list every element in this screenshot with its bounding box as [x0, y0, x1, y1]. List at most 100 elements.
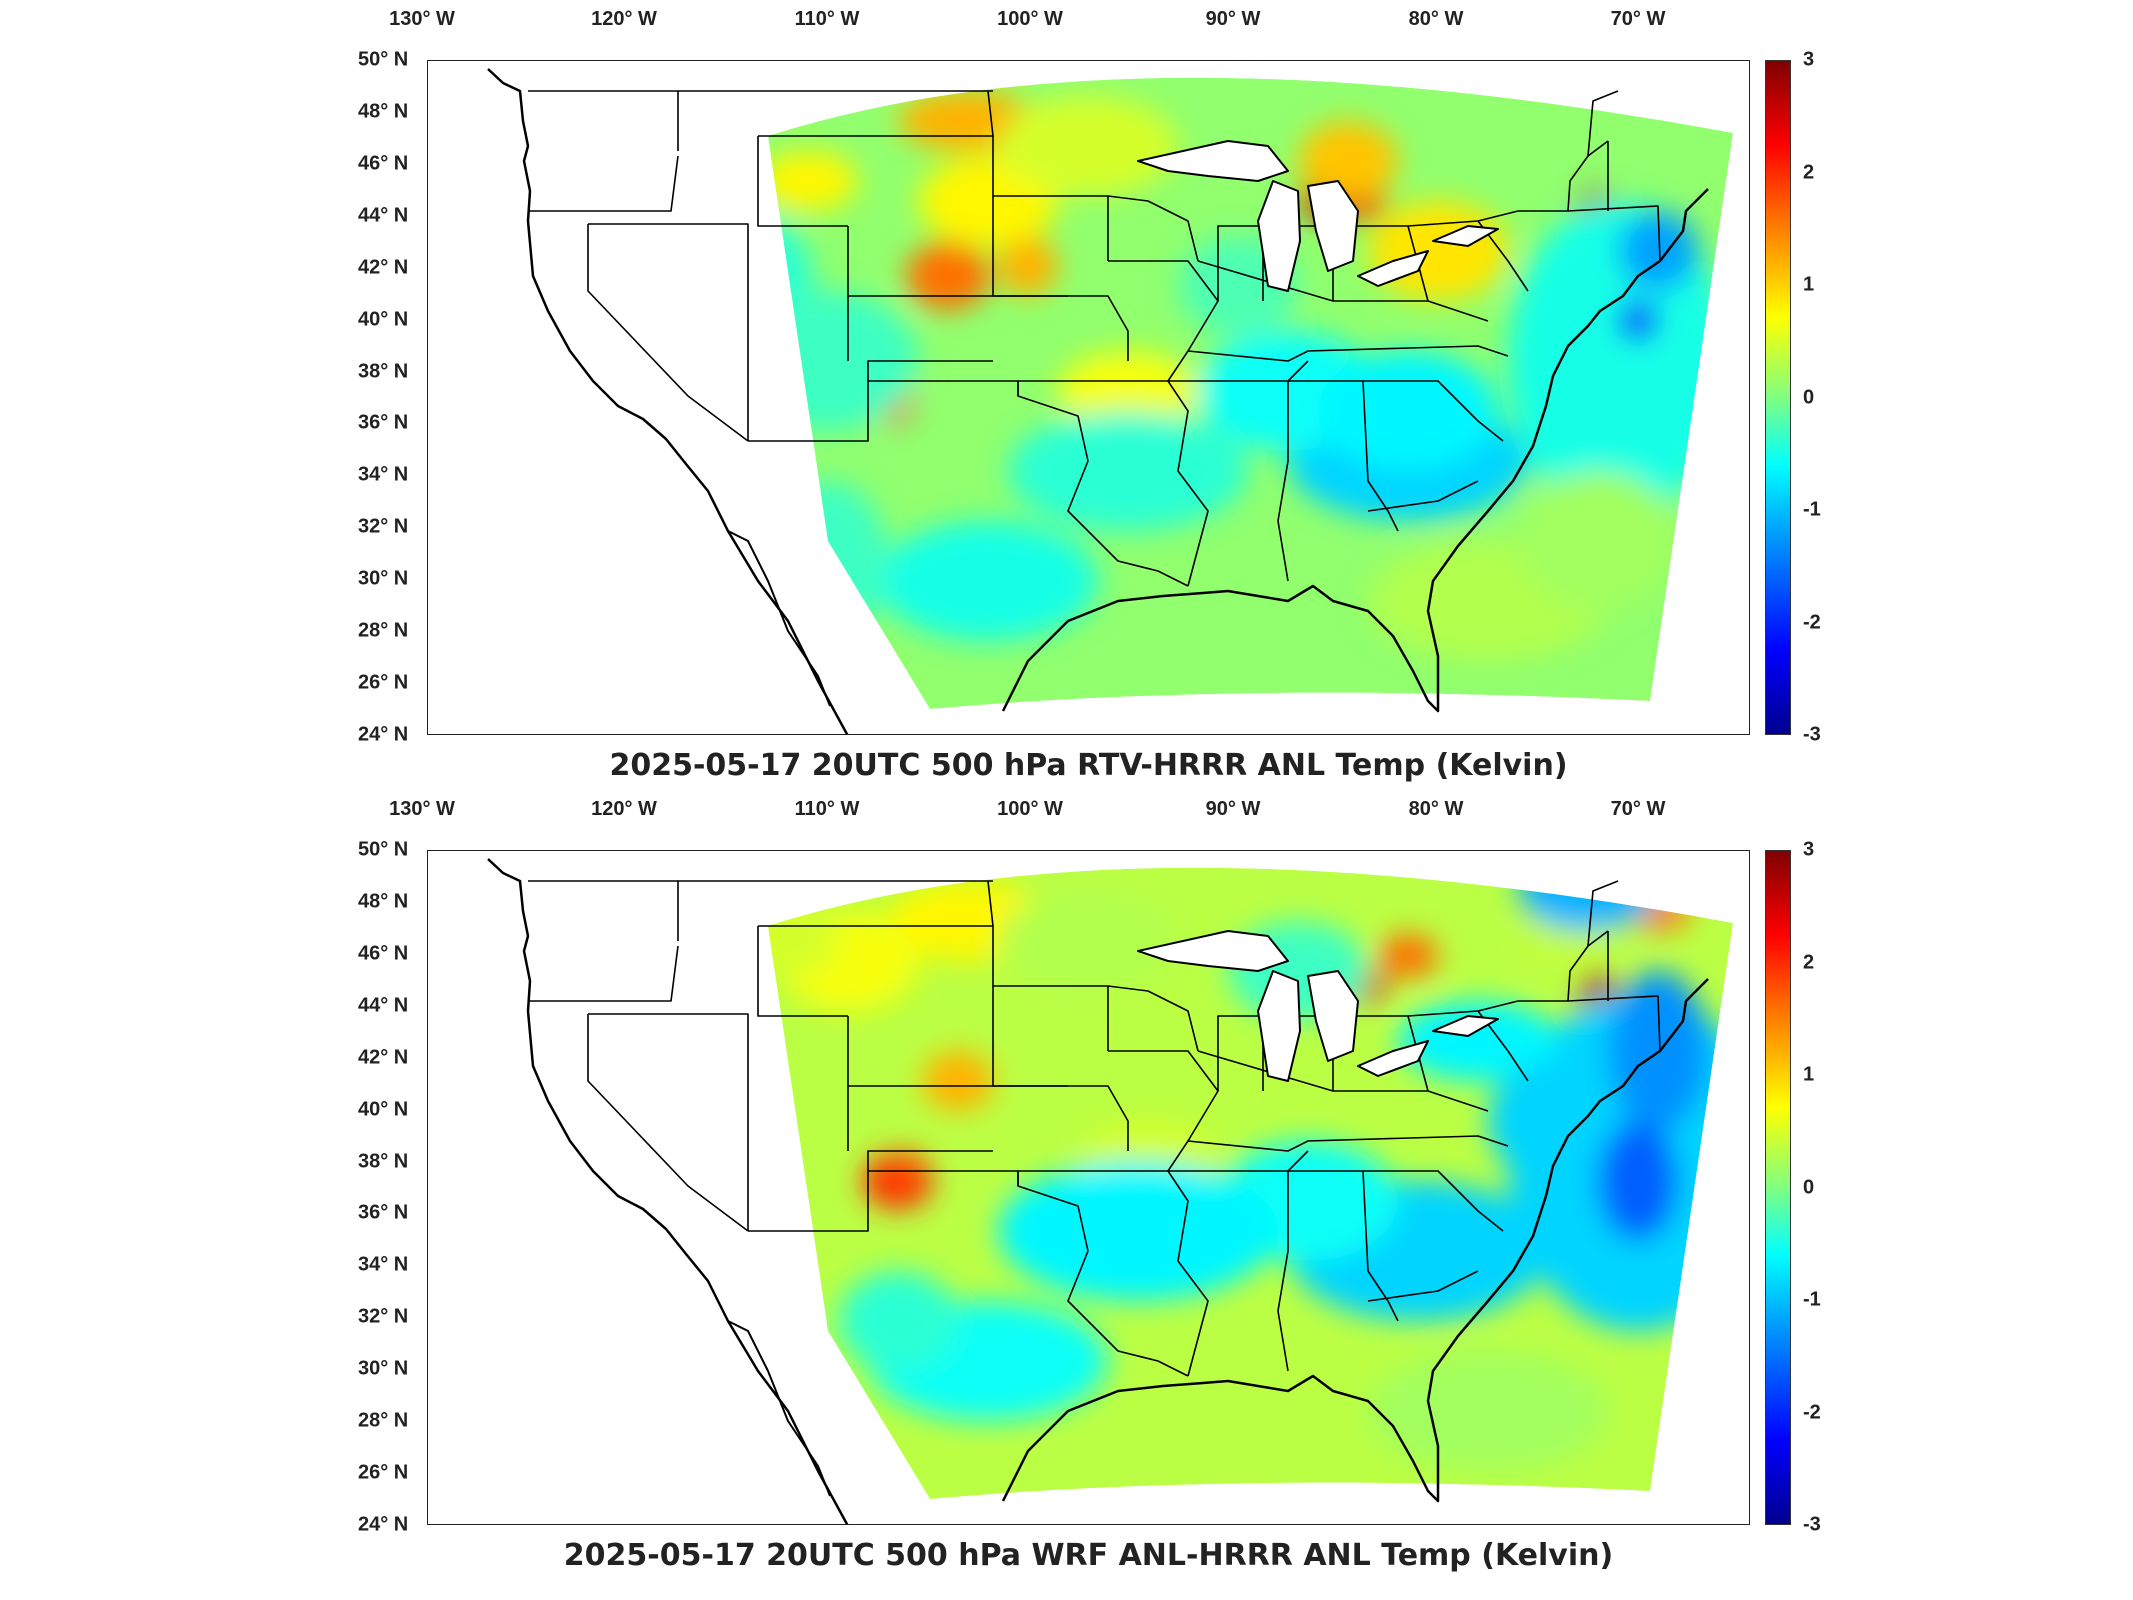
colorbar-tick-label: 2: [1803, 951, 1815, 973]
anomaly-region: [906, 242, 990, 310]
x-tick-label: 110° W: [794, 8, 860, 30]
panel-title: 2025-05-17 20UTC 500 hPa RTV-HRRR ANL Te…: [609, 748, 1568, 783]
gulf-atlantic-coastline: [1001, 188, 1709, 713]
anomaly-region: [1518, 867, 1658, 931]
map-svg: [487, 68, 1733, 734]
state-boundary: [588, 1013, 749, 1231]
state-boundary: [1217, 225, 1264, 301]
y-tick-label: 38° N: [358, 1150, 409, 1173]
state-boundary: [1567, 205, 1661, 262]
x-tick-label: 70° W: [1610, 798, 1666, 820]
anomaly-region: [1008, 411, 1248, 531]
state-boundary: [587, 224, 749, 442]
y-tick-label: 28° N: [358, 1409, 409, 1432]
map-plot-area: [427, 60, 1750, 735]
x-tick-label: 100° W: [997, 8, 1063, 30]
y-tick-label: 24° N: [358, 1513, 409, 1536]
anomaly-region: [1518, 471, 1678, 611]
state-boundary: [757, 136, 848, 227]
anomaly-region: [878, 521, 1098, 641]
state-boundary: [1167, 1170, 1209, 1377]
anomaly-region: [998, 96, 1178, 196]
y-tick-label: 32° N: [358, 515, 409, 538]
coastline: [487, 858, 849, 1524]
state-boundary: [1518, 930, 1609, 1002]
y-tick-label: 40° N: [358, 1098, 409, 1121]
state-boundary: [1017, 1171, 1189, 1377]
colorbar-tick-label: -3: [1803, 1513, 1821, 1536]
anomaly-region: [1318, 351, 1498, 471]
y-tick-label: 36° N: [358, 411, 409, 434]
y-tick-label: 44° N: [358, 994, 409, 1017]
x-tick-label: 120° W: [591, 8, 657, 30]
colorbar-tick-label: 1: [1803, 1063, 1815, 1086]
map-panel-wrf: 130° W 120° W 110° W 100° W 90° W 80° W 70° W …: [0, 790, 2133, 1590]
y-tick-label: 46° N: [358, 942, 409, 965]
colorbar-tick-label: 0: [1803, 1176, 1815, 1198]
anomaly-region: [1058, 351, 1198, 431]
anomaly-region: [768, 1281, 808, 1381]
state-boundary: [1367, 480, 1479, 512]
map-linework: [487, 68, 1709, 734]
state-boundary: [1587, 880, 1619, 947]
coastline: [487, 68, 849, 734]
baja-coastline: [727, 530, 831, 707]
anomaly-region: [1618, 301, 1658, 341]
state-boundary: [1107, 985, 1199, 1052]
map-plot-area: [427, 850, 1750, 1525]
state-boundary: [1187, 1135, 1509, 1152]
state-boundary: [528, 880, 679, 941]
state-boundary: [1187, 345, 1509, 362]
y-tick-label: 46° N: [358, 152, 409, 175]
anomaly-region: [998, 236, 1058, 296]
state-boundary: [1288, 1170, 1399, 1322]
y-tick-label: 38° N: [358, 360, 409, 383]
map-panel-rtv: 130° W 120° W 110° W 100° W 90° W 80° W 70° W …: [358, 8, 1821, 783]
great-lake: [1307, 970, 1359, 1062]
y-tick-label: 42° N: [358, 1046, 409, 1069]
x-tick-label: 100° W: [997, 798, 1063, 820]
anomaly-region: [1618, 211, 1698, 291]
state-boundary: [988, 1085, 1129, 1151]
x-tick-label: 120° W: [591, 798, 657, 820]
state-boundary: [587, 1014, 749, 1232]
great-lake: [1137, 930, 1289, 972]
great-lake: [1357, 1040, 1429, 1077]
great-lake: [1257, 970, 1301, 1082]
state-boundary: [1518, 140, 1609, 212]
state-boundary: [987, 880, 994, 927]
state-boundary: [1107, 195, 1199, 262]
great-lake: [1432, 1015, 1499, 1037]
x-tick-label: 130° W: [389, 798, 455, 820]
colorbar-tick-label: -1: [1803, 498, 1821, 521]
y-tick-label: 36° N: [358, 1201, 409, 1224]
colorbar: [1765, 850, 1791, 1525]
y-tick-label: 50° N: [358, 838, 409, 861]
great-lake: [1307, 180, 1359, 272]
state-boundary: [988, 295, 1129, 361]
y-tick-label: 48° N: [358, 890, 409, 913]
colorbar-tick-label: -1: [1803, 1288, 1821, 1311]
state-boundary: [1108, 260, 1219, 352]
y-tick-label: 30° N: [358, 1357, 409, 1380]
y-tick-label: 24° N: [358, 723, 409, 746]
colorbar-tick-label: -3: [1803, 723, 1821, 746]
great-lake: [1432, 225, 1499, 247]
anomaly-region: [1368, 201, 1508, 301]
state-boundary: [1277, 381, 1289, 582]
gulf-atlantic-coastline: [1001, 978, 1709, 1503]
great-lake: [1137, 140, 1289, 182]
state-boundary: [1277, 1171, 1289, 1372]
state-boundary: [1108, 1050, 1219, 1142]
state-boundary: [588, 223, 749, 441]
anomaly-region: [922, 1051, 994, 1111]
panel-title: 2025-05-17 20UTC 500 hPa WRF ANL-HRRR AN…: [563, 1538, 1614, 1573]
y-tick-label: 44° N: [358, 204, 409, 227]
state-boundary: [1363, 380, 1504, 442]
anomaly-region: [768, 896, 838, 976]
y-tick-label: 30° N: [358, 567, 409, 590]
colorbar-tick-label: 3: [1803, 838, 1815, 861]
y-tick-label: 26° N: [358, 1461, 409, 1484]
colorbar-tick-label: -2: [1803, 611, 1821, 633]
x-tick-label: 90° W: [1205, 8, 1261, 30]
